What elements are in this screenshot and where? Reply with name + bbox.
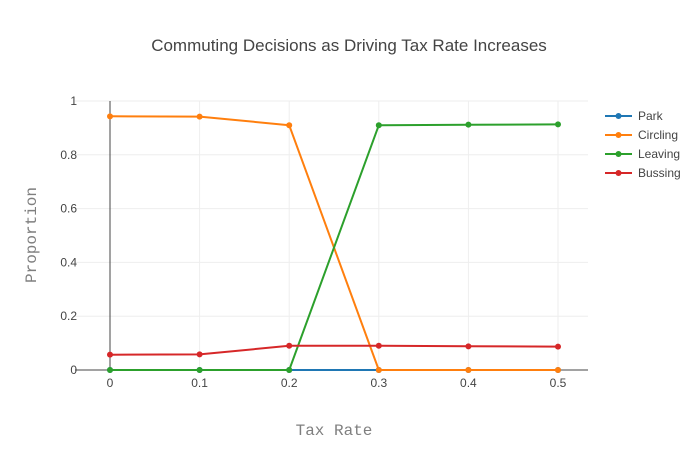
legend-label: Park (638, 109, 664, 123)
chart-title: Commuting Decisions as Driving Tax Rate … (151, 36, 547, 55)
data-point-bussing (286, 342, 293, 349)
data-point-leaving (196, 367, 203, 373)
data-point-circling (465, 367, 472, 373)
legend[interactable]: Park Circling Leaving Bussing (605, 109, 681, 180)
legend-label: Leaving (638, 147, 680, 161)
legend-label: Bussing (638, 166, 681, 180)
data-point-circling (555, 367, 561, 373)
series-line-leaving (110, 123, 559, 371)
x-tick-label: 0.3 (370, 376, 387, 390)
legend-swatch-marker (615, 113, 622, 119)
data-point-circling (107, 113, 113, 120)
y-tick-label: 0 (70, 363, 77, 377)
y-tick-label: 0.2 (60, 309, 77, 323)
legend-swatch-marker (615, 151, 622, 157)
y-tick-label: 0.4 (60, 255, 77, 269)
series-lines (107, 113, 561, 373)
data-point-bussing (465, 343, 472, 350)
y-tick-label: 1 (70, 94, 77, 108)
data-point-bussing (555, 343, 561, 350)
x-tick-label: 0 (107, 376, 114, 390)
y-tick-label: 0.6 (60, 202, 77, 216)
data-point-circling (286, 122, 293, 129)
data-point-leaving (555, 121, 561, 128)
series-line-bussing (109, 344, 559, 356)
axes (75, 101, 588, 371)
x-tick-labels: 0 0.1 0.2 0.3 0.4 0.5 (107, 376, 567, 390)
grid (75, 100, 588, 370)
legend-item-park[interactable]: Park (605, 109, 664, 123)
legend-swatch-marker (615, 170, 622, 176)
x-axis-title: Tax Rate (296, 422, 373, 440)
legend-item-bussing[interactable]: Bussing (605, 166, 681, 180)
y-tick-label: 0.8 (60, 148, 77, 162)
x-tick-label: 0.2 (281, 376, 298, 390)
x-tick-label: 0.4 (460, 376, 477, 390)
data-point-leaving (375, 122, 382, 129)
series-leaving (107, 121, 561, 373)
y-tick-labels: 0 0.2 0.4 0.6 0.8 1 (60, 94, 77, 377)
series-bussing (107, 342, 561, 358)
legend-label: Circling (638, 128, 678, 142)
data-point-bussing (375, 342, 382, 349)
y-axis-title: Proportion (23, 187, 41, 283)
legend-swatch-marker (615, 132, 622, 138)
data-point-bussing (196, 351, 203, 358)
x-tick-label: 0.1 (191, 376, 208, 390)
legend-item-leaving[interactable]: Leaving (605, 147, 680, 161)
x-tick-label: 0.5 (550, 376, 567, 390)
data-point-circling (375, 367, 382, 373)
data-point-circling (196, 113, 203, 120)
series-circling (107, 113, 561, 373)
data-point-leaving (107, 367, 113, 373)
legend-item-circling[interactable]: Circling (605, 128, 678, 142)
data-point-bussing (107, 351, 113, 358)
data-point-leaving (286, 367, 293, 373)
data-point-leaving (465, 121, 472, 128)
